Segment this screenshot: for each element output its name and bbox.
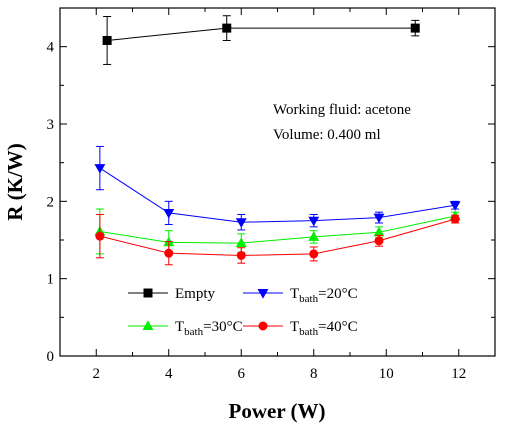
legend-marker: [142, 320, 154, 330]
series-3: [95, 213, 460, 266]
data-point: [94, 164, 106, 174]
legend-label: Tbath=20°C: [290, 286, 358, 305]
data-point: [450, 214, 460, 224]
legend-marker: [257, 289, 269, 299]
data-point: [95, 231, 105, 241]
data-point: [373, 213, 385, 224]
annotation-volume: Volume: 0.400 ml: [273, 127, 381, 143]
y-axis-title: R (K/W): [3, 143, 27, 221]
y-tick-label: 0: [47, 349, 55, 365]
data-point: [308, 231, 320, 241]
x-tick-label: 8: [310, 366, 318, 382]
data-point: [374, 236, 384, 246]
y-tick-label: 2: [47, 194, 55, 210]
series-0: [102, 15, 420, 65]
series-layer: [94, 15, 461, 266]
y-tick-label: 1: [47, 272, 55, 288]
legend: Empty Tbath=20°C Tbath=30°C Tbath=40°C: [128, 286, 358, 338]
data-point: [236, 250, 246, 260]
x-axis-title: Power (W): [229, 399, 326, 423]
x-tick-label: 2: [93, 366, 101, 382]
legend-label: Tbath=30°C: [175, 319, 243, 338]
y-tick-label: 4: [47, 40, 55, 56]
data-point: [102, 35, 112, 45]
x-tick-label: 6: [238, 366, 246, 382]
x-tick-label: 12: [451, 366, 466, 382]
legend-item-0: Empty: [128, 286, 215, 302]
data-point: [164, 248, 174, 258]
annotation-fluid: Working fluid: acetone: [273, 102, 411, 118]
series-line: [99, 167, 456, 223]
legend-item-1: Tbath=20°C: [243, 286, 358, 305]
data-point: [308, 216, 320, 227]
series-line: [99, 215, 456, 244]
plot-frame: [59, 7, 496, 357]
data-point: [235, 237, 247, 248]
data-point: [410, 23, 420, 33]
legend-label: Empty: [175, 286, 215, 302]
legend-item-3: Tbath=40°C: [243, 319, 358, 338]
legend-item-2: Tbath=30°C: [128, 319, 243, 338]
series-2: [94, 208, 461, 255]
series-1: [94, 145, 461, 231]
legend-marker: [258, 321, 268, 331]
data-point: [235, 218, 247, 228]
data-point: [222, 23, 232, 33]
legend-marker: [143, 288, 153, 298]
x-tick-label: 4: [165, 366, 173, 382]
y-tick-label: 3: [47, 117, 55, 133]
data-point: [309, 249, 319, 259]
x-tick-label: 10: [379, 366, 394, 382]
series-line: [107, 27, 416, 41]
series-line: [99, 218, 456, 256]
data-point: [449, 201, 461, 211]
legend-label: Tbath=40°C: [290, 319, 358, 338]
data-point: [163, 208, 175, 219]
